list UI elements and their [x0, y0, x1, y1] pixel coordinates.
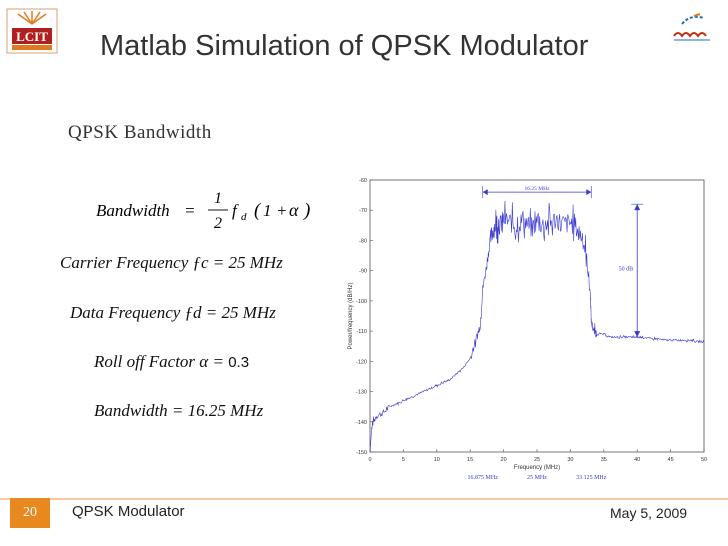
x-tick-label: 20: [501, 457, 507, 463]
logo-left-text: LCIT: [16, 29, 48, 44]
y-tick-label: -70: [359, 208, 367, 214]
x-tick-label: 35: [601, 457, 607, 463]
lcit-logo: LCIT: [6, 8, 58, 54]
x-tick-label: 10: [434, 457, 440, 463]
formula-one: 1: [263, 201, 272, 220]
formula-paren-open: (: [254, 200, 262, 221]
footer-divider: [0, 498, 728, 500]
psd-chart-svg: 0 5 10 15 20 25 30 35 40 45 50 -60 -70 -80 -90 -100 -110…: [348, 178, 707, 481]
formula-alpha: α: [289, 200, 299, 220]
x-tick-label: 50: [701, 457, 707, 463]
formula-numerator: 1: [214, 190, 222, 207]
db-arrow-head-top: [634, 204, 641, 211]
slide-title: Matlab Simulation of QPSK Modulator: [100, 30, 589, 62]
y-tick-label: -80: [359, 238, 367, 244]
x-tick-label: 45: [668, 457, 674, 463]
formula-paren-close: ): [303, 200, 310, 221]
formula-sub: d: [241, 211, 247, 223]
formula-plus: +: [276, 201, 287, 220]
psd-chart: 0 5 10 15 20 25 30 35 40 45 50 -60 -70 -80 -90 -100 -110…: [346, 170, 718, 490]
x-tick-label: 30: [567, 457, 573, 463]
y-axis-label: Power/frequency (dB/Hz): [348, 282, 354, 349]
y-tick-label: -130: [356, 390, 367, 396]
formula-lhs: Bandwidth: [96, 201, 170, 220]
x-tick-label: 25: [534, 457, 540, 463]
x-tick-label: 5: [402, 457, 405, 463]
y-tick-label: -60: [359, 178, 367, 184]
formula-equals: =: [184, 201, 195, 220]
footer-date: May 5, 2009: [610, 505, 688, 521]
footer-title: QPSK Modulator: [72, 503, 185, 520]
y-tick-label: -100: [356, 299, 367, 305]
rolloff-value: 0.3: [228, 354, 250, 371]
x-axis-label: Frequency (MHz): [514, 465, 560, 471]
y-tick-label: -140: [356, 420, 367, 426]
section-subtitle: QPSK Bandwidth: [68, 122, 212, 143]
page-number: 20: [10, 498, 50, 528]
y-tick-label: -150: [356, 450, 367, 456]
carrier-frequency-text: Carrier Frequency ƒc = 25 MHz: [60, 253, 283, 272]
x-tick-label: 40: [634, 457, 640, 463]
x-tick-label: 15: [467, 457, 473, 463]
y-tick-label: -110: [356, 329, 367, 335]
data-frequency-text: Data Frequency ƒd = 25 MHz: [70, 303, 276, 322]
frequency-marker-label: 33.125 MHz: [576, 475, 607, 481]
rolloff-factor-text: Roll off Factor α = 0.3: [94, 352, 249, 372]
bandwidth-arrow-head-right: [586, 189, 592, 196]
frequency-marker-label: 25 MHz: [527, 475, 547, 481]
y-tick-label: -120: [356, 359, 367, 365]
formula-denominator: 2: [214, 215, 222, 232]
bandwidth-annotation-label: 16.25 MHz: [524, 186, 550, 192]
db-arrow-head-bottom: [634, 331, 641, 338]
db-annotation-label: 50 dB: [619, 267, 634, 273]
bandwidth-formula: Bandwidth = 1 2 f d ( 1 + α ): [96, 186, 336, 234]
y-tick-label: -90: [359, 269, 367, 275]
frequency-marker-label: 16.875 MHz: [468, 475, 499, 481]
spectrum-line: [369, 200, 705, 453]
organisation-logo: [664, 10, 720, 50]
x-tick-label: 0: [368, 457, 371, 463]
formula-f: f: [232, 201, 239, 220]
bandwidth-arrow-head-left: [482, 189, 488, 196]
rolloff-label: Roll off Factor α =: [94, 352, 229, 371]
bandwidth-result-text: Bandwidth = 16.25 MHz: [94, 401, 264, 420]
